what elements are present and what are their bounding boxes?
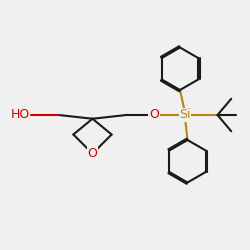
Text: O: O (88, 147, 98, 160)
Text: Si: Si (179, 108, 191, 122)
Text: HO: HO (11, 108, 30, 122)
Text: O: O (149, 108, 159, 122)
